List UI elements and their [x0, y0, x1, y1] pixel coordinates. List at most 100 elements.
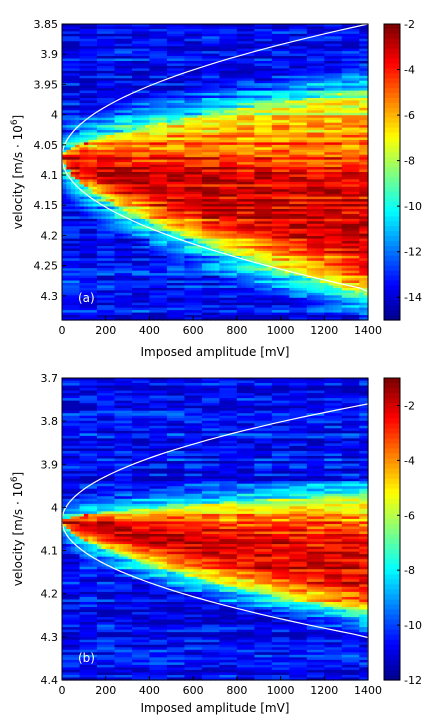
heat-cell	[315, 132, 321, 136]
heat-cell	[341, 73, 347, 77]
heat-cell	[197, 172, 203, 176]
heat-cell	[175, 31, 181, 35]
heat-cell	[249, 112, 255, 116]
heat-cell	[175, 189, 181, 193]
heat-cell	[166, 130, 172, 134]
heat-cell	[280, 63, 286, 67]
heat-cell	[289, 110, 295, 114]
heat-cell	[354, 90, 360, 94]
heat-cell	[324, 105, 330, 109]
heat-cell	[219, 189, 225, 193]
heat-cell	[363, 83, 369, 87]
heat-cell	[263, 172, 269, 176]
heat-cell	[359, 194, 365, 198]
heat-cell	[263, 112, 269, 116]
heat-cell	[79, 157, 85, 161]
heat-cell	[324, 43, 330, 47]
heat-cell	[140, 152, 146, 156]
heat-cell	[341, 110, 347, 114]
heat-cell	[254, 176, 260, 180]
heat-cell	[236, 100, 242, 104]
heat-cell	[88, 110, 94, 114]
heat-cell	[346, 46, 352, 50]
heat-cell	[149, 132, 155, 136]
heat-cell	[145, 117, 151, 121]
heat-cell	[263, 75, 269, 79]
heat-cell	[75, 51, 81, 55]
heat-cell	[118, 132, 124, 136]
heat-cell	[101, 53, 107, 57]
heat-cell	[289, 144, 295, 148]
heat-cell	[153, 63, 159, 67]
heat-cell	[62, 186, 67, 190]
heat-cell	[263, 130, 269, 134]
heat-cell	[175, 137, 181, 141]
heat-cell	[333, 137, 338, 141]
heat-cell	[145, 176, 151, 180]
heat-cell	[92, 157, 98, 161]
heat-cell	[149, 176, 155, 180]
heat-cell	[293, 147, 299, 151]
heat-cell	[197, 186, 203, 190]
heat-cell	[62, 24, 67, 28]
heat-cell	[131, 181, 137, 185]
heat-cell	[363, 127, 369, 131]
heat-cell	[350, 85, 356, 89]
heat-cell	[267, 130, 273, 134]
heat-cell	[127, 147, 133, 151]
heat-cell	[311, 90, 317, 94]
heat-cell	[175, 38, 181, 42]
heat-cell	[166, 110, 172, 114]
heat-cell	[162, 75, 168, 79]
heat-cell	[363, 142, 369, 146]
heat-cell	[315, 164, 321, 168]
heat-cell	[337, 24, 343, 28]
heat-cell	[66, 61, 72, 65]
heat-cell	[284, 120, 290, 124]
heat-cell	[232, 24, 238, 28]
heat-cell	[267, 174, 273, 178]
heat-cell	[215, 33, 220, 37]
heat-cell	[241, 28, 247, 32]
heat-cell	[284, 147, 290, 151]
heat-cell	[219, 144, 225, 148]
heat-cell	[136, 58, 142, 62]
heat-cell	[184, 142, 190, 146]
heat-cell	[350, 41, 356, 45]
heat-cell	[127, 117, 133, 121]
heat-cell	[70, 137, 76, 141]
heat-cell	[254, 26, 260, 30]
heat-cell	[363, 115, 369, 119]
heat-cell	[201, 43, 207, 47]
heat-cell	[306, 78, 312, 82]
heat-cell	[241, 162, 247, 166]
heat-cell	[188, 157, 194, 161]
heat-cell	[302, 78, 308, 82]
heat-cell	[70, 73, 76, 77]
heat-cell	[254, 68, 260, 72]
heat-cell	[105, 152, 111, 156]
heat-cell	[88, 65, 94, 69]
heat-cell	[123, 48, 129, 52]
heat-cell	[298, 152, 304, 156]
heat-cell	[228, 24, 234, 28]
heat-cell	[302, 51, 308, 55]
heat-cell	[311, 112, 317, 116]
heat-cell	[149, 139, 155, 143]
heat-cell	[175, 147, 181, 151]
heat-cell	[153, 130, 159, 134]
heat-cell	[145, 154, 151, 158]
heat-cell	[96, 199, 102, 203]
heat-cell	[306, 26, 312, 30]
heat-cell	[258, 132, 264, 136]
heat-cell	[145, 189, 151, 193]
heat-cell	[175, 107, 181, 111]
heat-cell	[197, 70, 203, 74]
heat-cell	[333, 98, 338, 102]
heat-cell	[210, 78, 216, 82]
heat-cell	[346, 149, 352, 153]
heat-cell	[359, 122, 365, 126]
heat-cell	[363, 46, 369, 50]
heat-cell	[341, 189, 347, 193]
heat-cell	[236, 154, 242, 158]
